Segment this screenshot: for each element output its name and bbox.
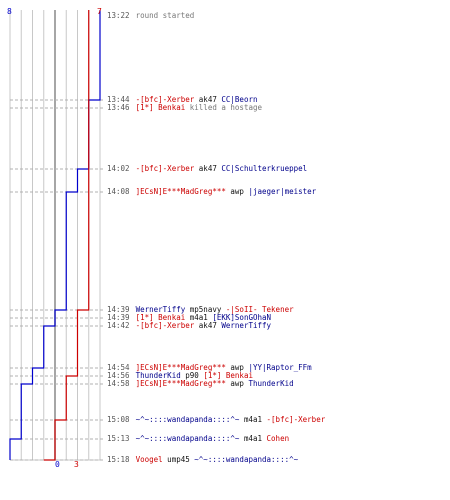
player-name: ]ECsN]E***MadGreg*** xyxy=(135,363,226,372)
event-row: 14:42 -[bfc]-Xerber ak47 WernerTiffy xyxy=(107,321,271,330)
event-row: 14:39 WernerTiffy mp5navy -|SoII- Tekener xyxy=(107,305,294,314)
blue-team-end-count: 0 xyxy=(55,460,60,469)
event-row: 14:56 ThunderKid p90 [1*] Benkai xyxy=(107,371,253,380)
event-time: 13:22 xyxy=(107,11,130,20)
event-time: 14:39 xyxy=(107,313,130,322)
weapon-name: ak47 xyxy=(194,95,222,104)
event-row: 15:18 Voogel ump45 ~^~::::wandapanda::::^… xyxy=(107,455,298,464)
player-name: CC|Schulterkrueppel xyxy=(221,164,308,173)
weapon-name: awp xyxy=(225,379,249,388)
event-description: round started xyxy=(135,11,195,20)
player-name: |jaeger|meister xyxy=(248,187,317,196)
weapon-name: m4a1 xyxy=(239,415,267,424)
event-row: 13:46 [1*] Benkai killed a hostage xyxy=(107,103,262,112)
event-row: 14:39 [1*] Benkai m4a1 [EKK]SonGOhaN xyxy=(107,313,271,322)
event-time: 14:02 xyxy=(107,164,130,173)
player-name: [1*] Benkai xyxy=(135,103,186,112)
event-time: 14:58 xyxy=(107,379,130,388)
player-name: ThunderKid xyxy=(248,379,294,388)
event-time: 14:39 xyxy=(107,305,130,314)
player-name: WernerTiffy xyxy=(135,305,186,314)
player-name: CC|Beorn xyxy=(221,95,258,104)
player-name: ThunderKid xyxy=(135,371,181,380)
player-name: ~^~::::wandapanda::::^~ xyxy=(135,434,240,443)
weapon-name: awp xyxy=(225,187,249,196)
weapon-name: p90 xyxy=(180,371,204,380)
player-name: [EKK]SonGOhaN xyxy=(212,313,272,322)
event-time: 14:54 xyxy=(107,363,130,372)
event-row: 14:08 ]ECsN]E***MadGreg*** awp |jaeger|me… xyxy=(107,187,316,196)
red-team-step-line xyxy=(43,10,90,461)
player-name: -[bfc]-Xerber xyxy=(135,164,195,173)
weapon-name: m4a1 xyxy=(239,434,267,443)
event-row: 15:08 ~^~::::wandapanda::::^~ m4a1 -[bfc]… xyxy=(107,415,325,424)
player-name: Voogel xyxy=(135,455,163,464)
event-row: 14:58 ]ECsN]E***MadGreg*** awp ThunderKid xyxy=(107,379,294,388)
event-time: 15:18 xyxy=(107,455,130,464)
player-name: -[bfc]-Xerber xyxy=(266,415,326,424)
weapon-name: ak47 xyxy=(194,321,222,330)
event-time: 13:46 xyxy=(107,103,130,112)
weapon-name: mp5navy xyxy=(185,305,226,314)
player-name: ~^~::::wandapanda::::^~ xyxy=(194,455,299,464)
weapon-name: m4a1 xyxy=(185,313,213,322)
player-name: WernerTiffy xyxy=(221,321,272,330)
red-team-start-count: 7 xyxy=(97,7,102,16)
event-time: 14:08 xyxy=(107,187,130,196)
event-time: 13:44 xyxy=(107,95,130,104)
event-row: 15:13 ~^~::::wandapanda::::^~ m4a1 Cohen xyxy=(107,434,289,443)
player-name: -|SoII- Tekener xyxy=(225,305,294,314)
event-time: 15:13 xyxy=(107,434,130,443)
event-time: 15:08 xyxy=(107,415,130,424)
player-name: Cohen xyxy=(266,434,290,443)
player-name: -[bfc]-Xerber xyxy=(135,321,195,330)
event-time: 14:56 xyxy=(107,371,130,380)
player-name: ~^~::::wandapanda::::^~ xyxy=(135,415,240,424)
player-name: |YY|Raptor_FFm xyxy=(248,363,312,372)
weapon-name: awp xyxy=(225,363,249,372)
weapon-name: ump45 xyxy=(162,455,195,464)
event-row: 13:44 -[bfc]-Xerber ak47 CC|Beorn xyxy=(107,95,258,104)
event-row: 14:02 -[bfc]-Xerber ak47 CC|Schulterkruep… xyxy=(107,164,307,173)
player-name: [1*] Benkai xyxy=(203,371,253,380)
event-time: 14:42 xyxy=(107,321,130,330)
red-team-end-count: 3 xyxy=(74,460,79,469)
player-name: ]ECsN]E***MadGreg*** xyxy=(135,379,226,388)
event-row: 14:54 ]ECsN]E***MadGreg*** awp |YY|Raptor… xyxy=(107,363,312,372)
player-name: ]ECsN]E***MadGreg*** xyxy=(135,187,226,196)
event-row: 13:22 round started xyxy=(107,11,194,20)
weapon-name: ak47 xyxy=(194,164,222,173)
event-description: killed a hostage xyxy=(185,103,263,112)
player-name: -[bfc]-Xerber xyxy=(135,95,195,104)
player-name: [1*] Benkai xyxy=(135,313,186,322)
blue-team-start-count: 8 xyxy=(7,7,12,16)
